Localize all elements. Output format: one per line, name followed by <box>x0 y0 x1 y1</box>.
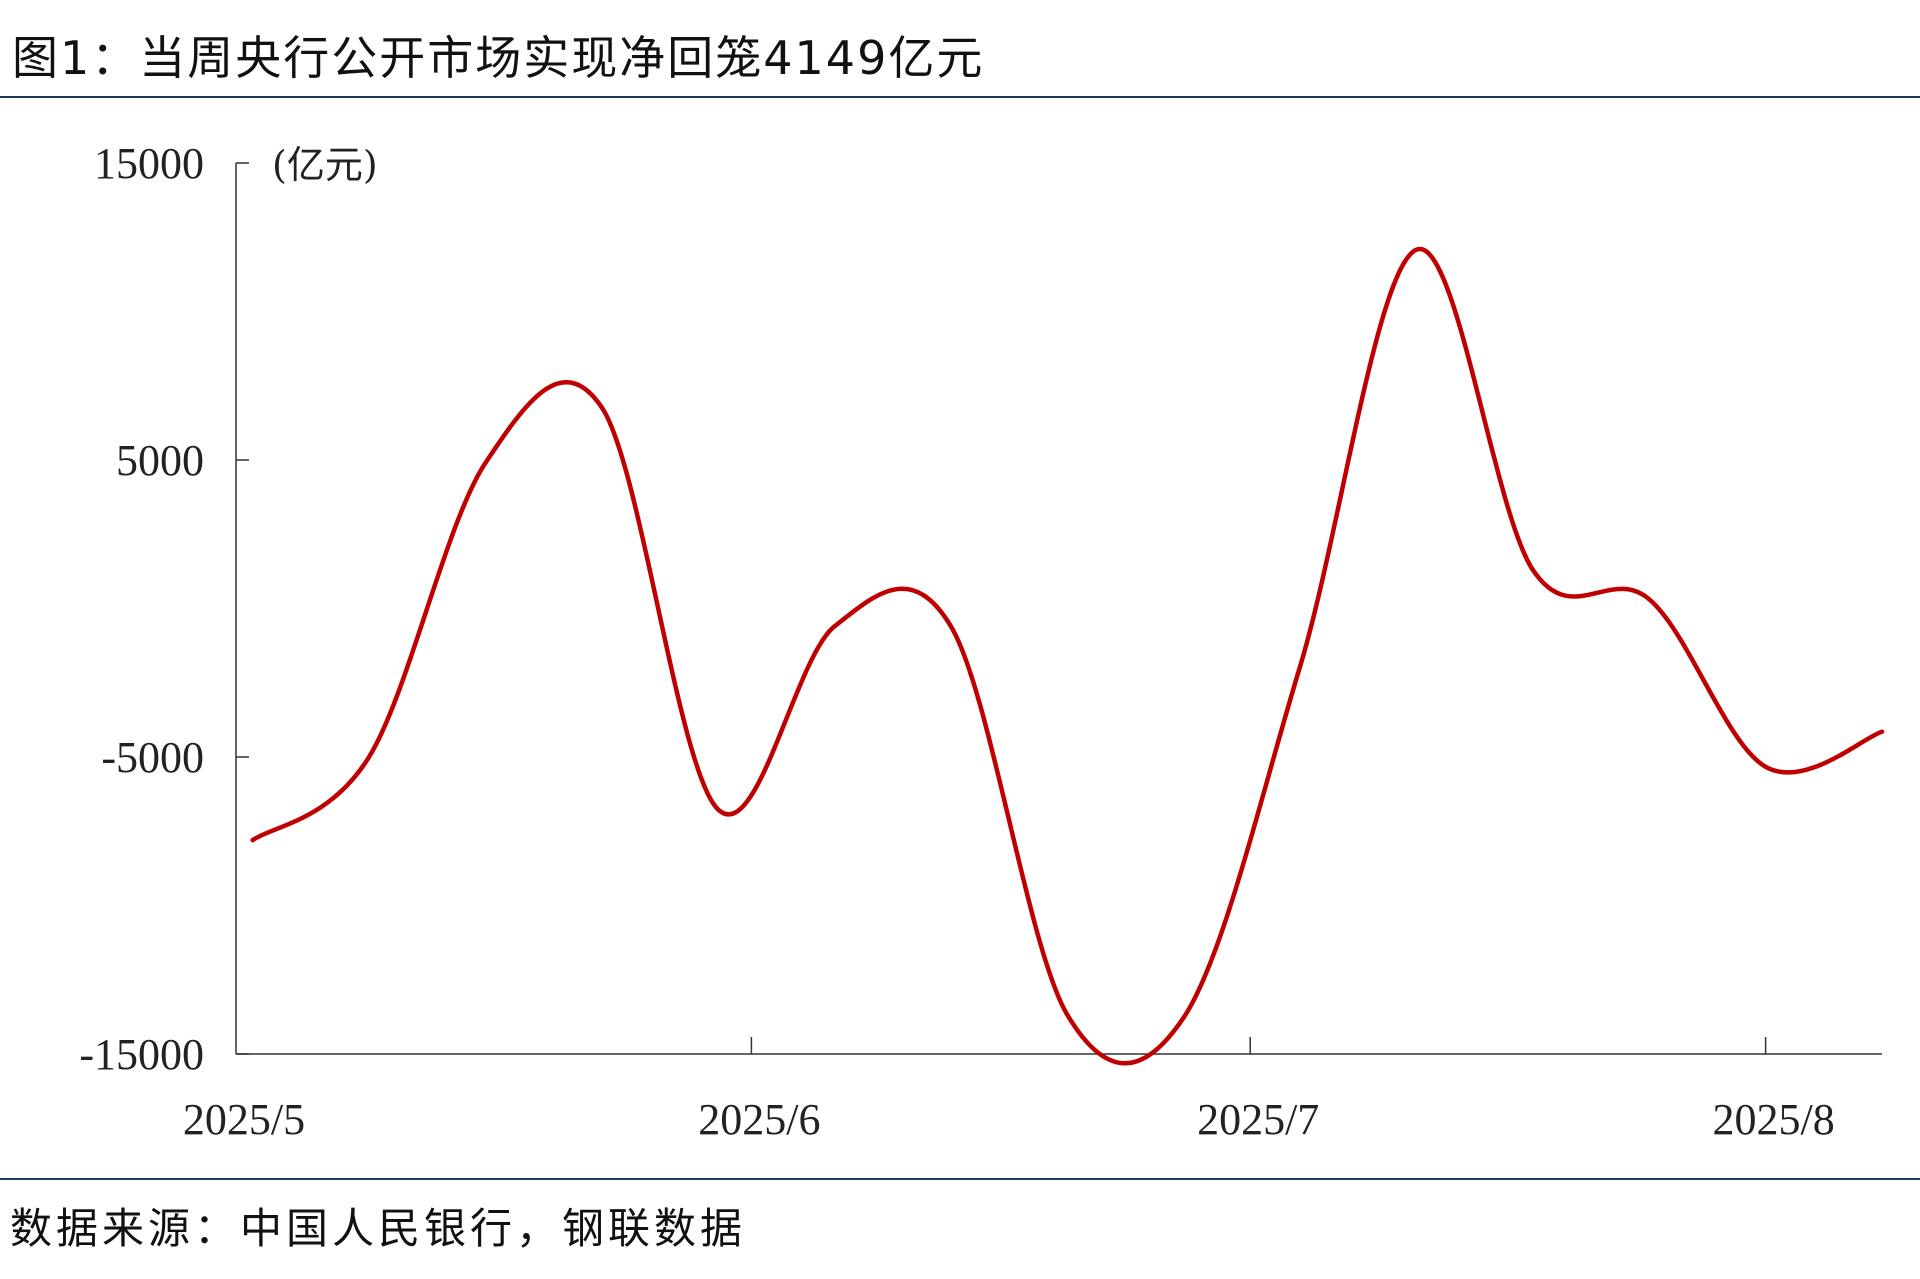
bottom-divider <box>0 1178 1920 1180</box>
x-tick-label: 2025/6 <box>698 1095 820 1144</box>
source-note: 数据来源：中国人民银行，钢联数据 <box>10 1204 747 1253</box>
x-tick-label: 2025/5 <box>183 1095 305 1144</box>
unit-label: (亿元) <box>272 143 378 187</box>
y-tick-label: -15000 <box>79 1030 204 1079</box>
x-tick-label: 2025/8 <box>1712 1095 1834 1144</box>
chart-title: 图1：当周央行公开市场实现净回笼4149亿元 <box>12 31 985 85</box>
y-tick-label: 15000 <box>94 139 204 188</box>
y-tick-label: 5000 <box>116 436 204 485</box>
x-tick-label: 2025/7 <box>1197 1095 1319 1144</box>
y-tick-label: -5000 <box>101 733 204 782</box>
series-line <box>250 247 1885 1066</box>
top-divider <box>0 96 1920 98</box>
